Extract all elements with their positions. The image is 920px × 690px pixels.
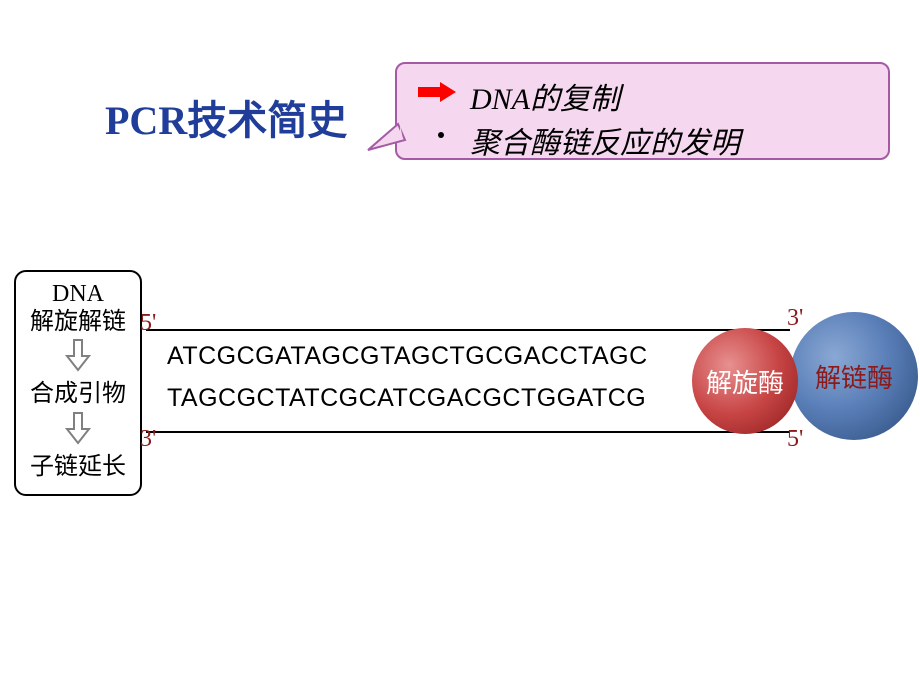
arrow-icon — [418, 80, 458, 104]
page-title: PCR技术简史 — [105, 88, 347, 146]
step3: 子链延长 — [20, 452, 136, 482]
helicase-enzyme-label: 解旋酶 — [706, 363, 784, 400]
unwind-enzyme-label: 解链酶 — [815, 358, 893, 395]
bullet-icon — [438, 132, 444, 138]
dna-seq-top: ATCGCGATAGCGTAGCTGCGACCTAGC — [167, 342, 648, 371]
unwind-enzyme: 解链酶 — [790, 312, 918, 440]
down-arrow-icon — [63, 338, 93, 372]
label-3p-bottom-left: 3' — [140, 426, 156, 453]
callout-line1: DNA的复制 — [470, 74, 620, 118]
step1-line2: 解旋解链 — [20, 308, 136, 336]
callout-tail — [360, 122, 420, 172]
label-5p-top-left: 5' — [140, 310, 156, 337]
helicase-enzyme: 解旋酶 — [692, 328, 798, 434]
down-arrow-icon — [63, 411, 93, 445]
callout-line2: 聚合酶链反应的发明 — [470, 118, 740, 162]
step2: 合成引物 — [20, 379, 136, 409]
step1-line1: DNA — [20, 280, 136, 308]
label-3p-top-right: 3' — [787, 305, 803, 332]
dna-seq-bottom: TAGCGCTATCGCATCGACGCTGGATCG — [167, 384, 646, 413]
dna-bottom-strand-line — [146, 431, 790, 433]
dna-top-strand-line — [146, 329, 790, 331]
label-5p-bottom-right: 5' — [787, 426, 803, 453]
steps-box: DNA 解旋解链 合成引物 子链延长 — [14, 270, 142, 496]
